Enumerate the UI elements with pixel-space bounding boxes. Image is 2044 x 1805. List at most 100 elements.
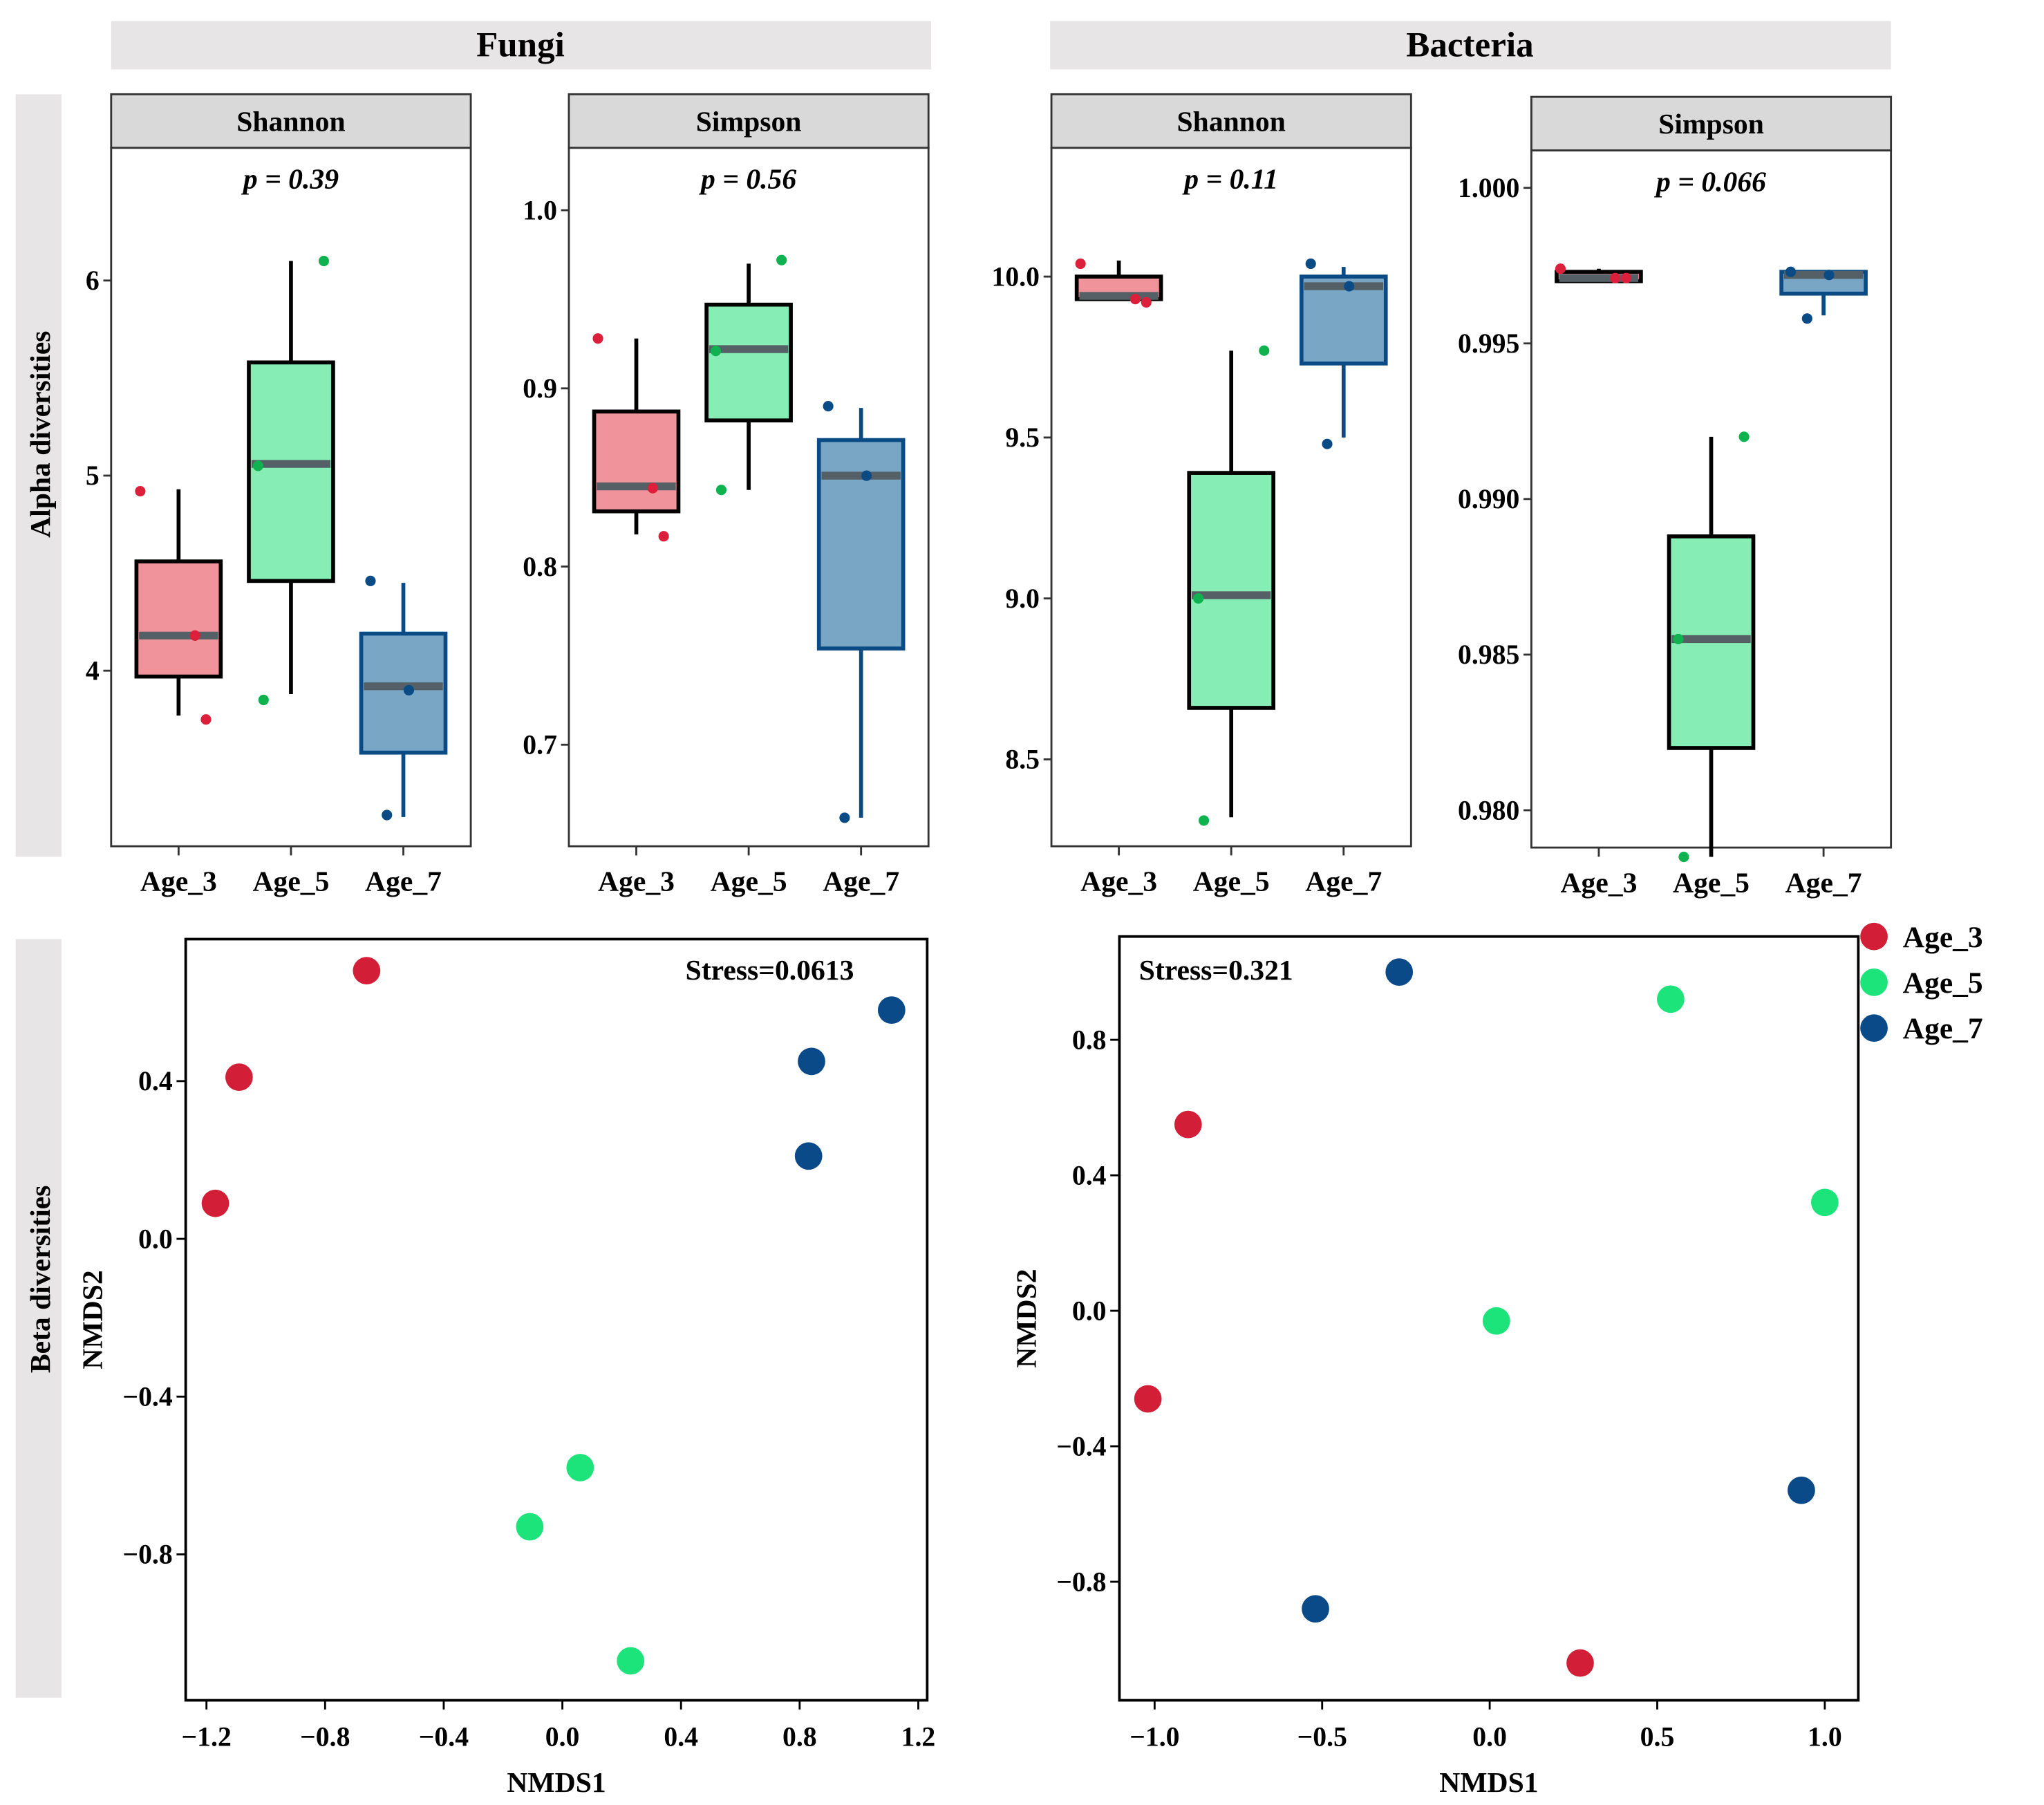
data-point — [823, 401, 834, 412]
data-point — [1199, 815, 1210, 826]
point-Age_3 — [1566, 1649, 1594, 1677]
data-point — [200, 714, 212, 725]
bacteria-strip-label: Bacteria — [1406, 25, 1533, 64]
x-tick-label: Age_3 — [1080, 866, 1157, 897]
x-tick-label: Age_7 — [365, 866, 442, 897]
x-tick-label: Age_3 — [1560, 867, 1637, 899]
data-point — [1141, 297, 1152, 308]
stress-annotation: Stress=0.321 — [1139, 955, 1293, 986]
alpha-strip — [15, 94, 62, 857]
point-Age_3 — [353, 957, 381, 984]
point-Age_5 — [1811, 1188, 1839, 1217]
data-point — [710, 346, 722, 357]
y-tick-label: −0.8 — [1056, 1566, 1106, 1597]
data-point — [592, 333, 603, 344]
y-tick-label: 9.5 — [1005, 422, 1040, 453]
x-tick-label: 0.5 — [1640, 1722, 1675, 1752]
y-tick-label: 1.000 — [1458, 173, 1519, 203]
y-tick-label: −0.4 — [1056, 1431, 1106, 1461]
y-tick-label: 0.8 — [1072, 1025, 1107, 1055]
data-point — [258, 694, 269, 706]
data-point — [1785, 266, 1797, 277]
p-value: p = 0.39 — [241, 164, 339, 196]
data-point — [365, 575, 376, 586]
y-tick-label: −0.4 — [122, 1381, 172, 1412]
point-Age_5 — [617, 1647, 645, 1675]
data-point — [1610, 272, 1621, 283]
y-tick-label: 0.0 — [1072, 1296, 1107, 1326]
legend-label: Age_5 — [1903, 966, 1983, 1000]
stress-annotation: Stress=0.0613 — [686, 955, 854, 986]
y-tick-label: 0.9 — [523, 373, 557, 404]
point-Age_5 — [1482, 1307, 1510, 1335]
data-point — [776, 254, 787, 265]
nmds-panel: −1.0 −0.5 0.0 0.5 1.0 −0.8 −0.4 0.0 0.4 0.8 NMDS1 N… — [1011, 935, 1860, 1799]
x-tick-label: 1.2 — [901, 1722, 936, 1752]
beta-strip-label: Beta diversities — [25, 1186, 57, 1374]
data-point — [1193, 593, 1204, 604]
facet-strip — [568, 93, 930, 149]
point-Age_7 — [877, 996, 906, 1025]
data-point — [1322, 438, 1333, 449]
legend-label: Age_3 — [1903, 921, 1983, 954]
point-Age_3 — [1174, 1110, 1202, 1139]
x-axis-label: NMDS1 — [1439, 1767, 1538, 1799]
data-point — [1259, 345, 1270, 356]
point-Age_7 — [1385, 958, 1414, 986]
y-axis-label: NMDS2 — [77, 1270, 109, 1369]
y-tick-label: 1.0 — [523, 195, 557, 225]
boxplot-panel: Shannon p = 0.11 8.5 9.0 9.5 10.0 Age_3 Age_5 Ag… — [992, 93, 1412, 897]
x-tick-label: Age_5 — [252, 866, 329, 897]
y-tick-label: 0.4 — [138, 1066, 173, 1096]
facet-title: Shannon — [1177, 106, 1286, 138]
data-point — [189, 630, 200, 641]
data-point — [1673, 633, 1684, 644]
point-Age_5 — [516, 1513, 544, 1541]
boxplot-panel: Simpson p = 0.56 0.7 0.8 0.9 1.0 Age_3 Age_5 Age… — [523, 93, 930, 897]
legend-marker-Age_5 — [1860, 969, 1888, 996]
point-Age_5 — [1657, 985, 1685, 1013]
x-tick-label: Age_7 — [1785, 867, 1862, 899]
beta-strip — [15, 939, 62, 1698]
facet-title: Simpson — [696, 106, 802, 138]
facet-strip — [1530, 95, 1893, 152]
data-point — [715, 485, 727, 496]
boxplot-panel: Shannon p = 0.39 4 5 6 Age_3 Age_5 Age_7 — [86, 93, 472, 897]
y-tick-label: 6 — [86, 265, 100, 296]
point-Age_3 — [201, 1189, 229, 1217]
data-point — [1620, 272, 1632, 283]
data-point — [1801, 313, 1812, 324]
y-tick-label: 4 — [86, 655, 100, 686]
y-tick-label: 0.0 — [138, 1224, 173, 1254]
x-tick-label: 1.0 — [1808, 1722, 1842, 1752]
data-point — [1075, 258, 1086, 270]
x-tick-label: −0.4 — [419, 1722, 469, 1752]
nmds-panel: −1.2 −0.8 −0.4 0.0 0.4 0.8 1.2 −0.8 −0.4 0.0 0.4 NM… — [77, 937, 936, 1799]
y-tick-label: 0.7 — [523, 729, 557, 760]
point-Age_3 — [225, 1063, 253, 1092]
fungi-strip — [111, 21, 932, 70]
box-Age_3 — [592, 409, 681, 514]
data-point — [135, 485, 146, 497]
data-point — [318, 255, 330, 267]
box-Age_3 — [134, 559, 223, 679]
y-axis-label: NMDS2 — [1011, 1269, 1042, 1367]
p-value: p = 0.56 — [699, 164, 796, 196]
facet-strip — [1050, 93, 1412, 149]
legend-marker-Age_7 — [1860, 1014, 1888, 1042]
p-value: p = 0.11 — [1182, 164, 1278, 196]
x-tick-label: 0.0 — [1472, 1722, 1507, 1752]
data-point — [1555, 263, 1566, 274]
data-point — [647, 483, 658, 494]
x-tick-label: Age_5 — [1673, 867, 1750, 899]
y-tick-label: 0.995 — [1458, 328, 1519, 359]
y-tick-label: 9.0 — [1005, 583, 1040, 614]
bacteria-strip — [1050, 21, 1891, 70]
y-tick-label: 0.980 — [1458, 795, 1519, 825]
data-point — [382, 810, 393, 821]
data-point — [839, 812, 850, 823]
data-point — [1678, 851, 1689, 863]
y-tick-label: 0.990 — [1458, 484, 1519, 514]
data-point — [658, 531, 669, 542]
